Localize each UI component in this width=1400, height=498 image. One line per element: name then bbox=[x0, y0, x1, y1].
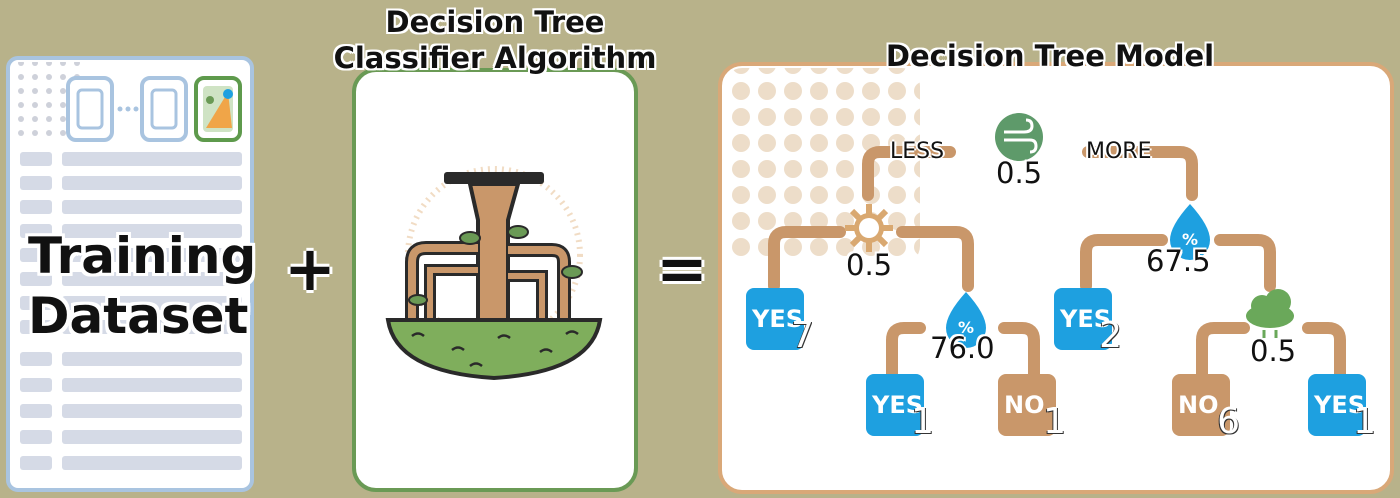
column-card-1 bbox=[66, 76, 114, 142]
tree-branches bbox=[768, 146, 1346, 384]
leaf-yes-3: YES 2 bbox=[1054, 288, 1122, 354]
model-title: Decision Tree Model bbox=[885, 39, 1215, 73]
cloud-rain-icon bbox=[1246, 289, 1294, 338]
algorithm-title-line2: Classifier Algorithm bbox=[333, 41, 657, 75]
less-branch-label: LESS bbox=[890, 139, 945, 164]
more-branch-label: MORE bbox=[1086, 139, 1152, 164]
plus-operator: + bbox=[284, 232, 336, 305]
leaf-yes-1: YES 7 bbox=[746, 288, 814, 354]
root-threshold: 0.5 bbox=[996, 156, 1043, 190]
tree-illustration-icon bbox=[385, 166, 603, 381]
left-node-threshold: 0.5 bbox=[846, 248, 893, 282]
svg-text:%: % bbox=[958, 318, 974, 337]
training-dataset-panel bbox=[6, 56, 254, 492]
leaf-count: 1 bbox=[911, 401, 934, 442]
algorithm-panel bbox=[352, 68, 638, 492]
ellipsis-dots bbox=[117, 106, 139, 112]
leaf-count: 1 bbox=[1353, 401, 1376, 442]
leaf-label: YES bbox=[752, 305, 804, 333]
algorithm-title-line1: Decision Tree bbox=[385, 5, 605, 39]
right-sub-node-threshold: 0.5 bbox=[1250, 334, 1297, 368]
sun-icon bbox=[845, 204, 893, 252]
leaf-label: NO bbox=[1178, 391, 1219, 419]
leaf-yes-2: YES 1 bbox=[866, 374, 934, 440]
training-dataset-title: Training Dataset bbox=[28, 227, 257, 345]
leaf-no-2: NO 6 bbox=[1172, 374, 1240, 440]
left-sub-node-threshold: 76.0 bbox=[930, 331, 995, 365]
leaf-no-1: NO 1 bbox=[998, 374, 1066, 440]
leaf-yes-4: YES 1 bbox=[1308, 374, 1376, 440]
target-column-card bbox=[194, 76, 242, 142]
humidity-drop-icon-right: % bbox=[1170, 204, 1210, 260]
leaf-count: 1 bbox=[1043, 401, 1066, 442]
leaf-label: NO bbox=[1004, 391, 1045, 419]
column-card-2 bbox=[140, 76, 188, 142]
leaf-label: YES bbox=[1060, 305, 1112, 333]
wind-icon bbox=[995, 113, 1043, 161]
dataset-rows bbox=[20, 152, 242, 470]
leaf-count: 6 bbox=[1217, 401, 1240, 442]
leaf-label: YES bbox=[1314, 391, 1366, 419]
leaf-count: 2 bbox=[1099, 315, 1122, 356]
humidity-drop-icon-left: % bbox=[946, 292, 986, 348]
svg-text:%: % bbox=[1182, 230, 1198, 249]
right-node-threshold: 67.5 bbox=[1146, 244, 1211, 278]
equals-operator: = bbox=[656, 232, 708, 305]
leaf-label: YES bbox=[872, 391, 924, 419]
leaf-count: 7 bbox=[791, 315, 814, 356]
